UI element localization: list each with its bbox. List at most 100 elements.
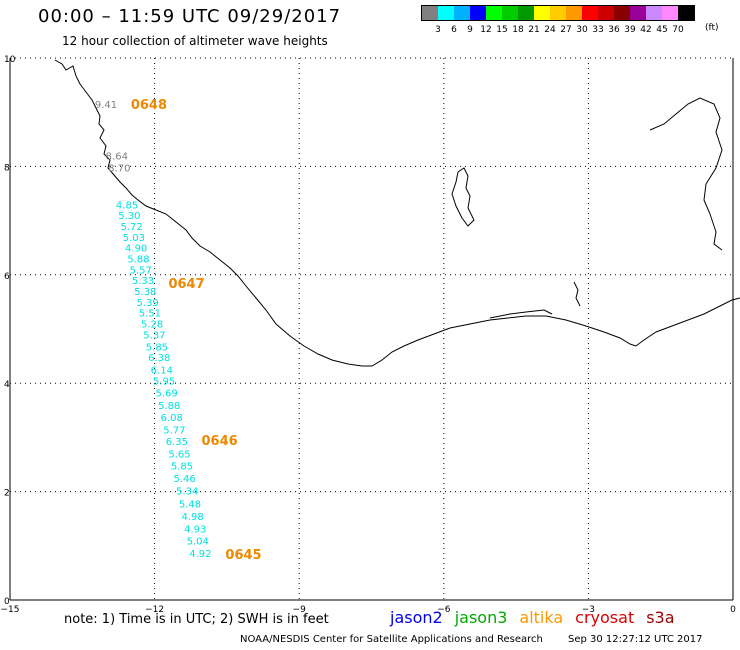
wave-height-value: 4.93: [184, 524, 206, 535]
map-subtitle: 12 hour collection of altimeter wave hei…: [62, 34, 328, 48]
wave-height-value: 9.41: [95, 100, 117, 111]
legend-labels: 3 6 9 12 15 18 21 24 27 30 33 36 39 42 45 70: [421, 25, 695, 35]
inland-river: [573, 281, 581, 307]
mission-name: altika: [519, 608, 564, 627]
wave-height-value: 5.88: [158, 401, 180, 412]
wave-height-value: 5.30: [118, 211, 140, 222]
credit-line: NOAA/NESDIS Center for Satellite Applica…: [240, 634, 543, 645]
legend-label: 45: [656, 25, 668, 35]
wave-height-value: 5.95: [153, 376, 175, 387]
generated-timestamp: Sep 30 12:27:12 UTC 2017: [568, 634, 703, 645]
wave-height-value: 5.33: [132, 276, 154, 287]
mission-name: s3a: [646, 608, 675, 627]
coastline-west-africa: [54, 59, 740, 367]
wave-height-value: 4.85: [116, 200, 138, 211]
legend-label: 3: [435, 25, 441, 35]
wave-height-value: 6.35: [166, 437, 188, 448]
legend-label: 70: [672, 25, 684, 35]
wave-height-value: 5.85: [146, 342, 168, 353]
pass-time-label: 0648: [131, 98, 167, 113]
lon-tick-label: −3: [582, 605, 595, 615]
legend-label: 33: [592, 25, 604, 35]
pass-time-label: 0647: [168, 277, 204, 292]
legend-swatch: [598, 6, 614, 20]
east-coast-fragment: [649, 97, 723, 251]
wave-height-value: 5.37: [143, 330, 165, 341]
wave-height-legend: 3 6 9 12 15 18 21 24 27 30 33 36 39 42 45 70 (ft): [421, 5, 719, 35]
wave-height-value: 6.38: [148, 353, 170, 364]
coastline: [54, 59, 740, 367]
wave-height-value: 8.70: [108, 163, 130, 174]
wave-height-value: 5.34: [176, 487, 198, 498]
wave-height-value: 4.98: [181, 512, 203, 523]
map-title: 00:00 – 11:59 UTC 09/29/2017: [38, 6, 342, 27]
mission-legend: jason2 jason3 altika cryosat s3a: [390, 608, 687, 627]
legend-unit: (ft): [705, 23, 719, 33]
legend-label: 27: [560, 25, 572, 35]
lat-tick-label: 2: [4, 489, 10, 499]
legend-label: 42: [640, 25, 652, 35]
lat-tick-label: 4: [4, 380, 10, 390]
wave-height-value: 5.77: [163, 425, 185, 436]
legend-swatch: [582, 6, 598, 20]
mission-name: cryosat: [575, 608, 635, 627]
pass-time-label: 0646: [202, 434, 238, 449]
lon-tick-label: −6: [437, 605, 451, 615]
mission-name: jason2: [390, 608, 443, 627]
legend-label: 30: [576, 25, 588, 35]
legend-swatch: [454, 6, 470, 20]
lon-tick-label: −9: [293, 605, 307, 615]
legend-label: 6: [451, 25, 457, 35]
legend-swatch: [534, 6, 550, 20]
lat-tick-label: 10: [4, 55, 16, 65]
legend-label: 18: [512, 25, 524, 35]
legend-label: 15: [496, 25, 508, 35]
lon-tick-label: −15: [1, 605, 20, 615]
wave-height-value: 5.85: [171, 462, 193, 473]
legend-swatch: [518, 6, 534, 20]
footnote: note: 1) Time is in UTC; 2) SWH is in fe…: [64, 612, 329, 627]
legend-swatch: [550, 6, 566, 20]
pass-time-label: 0645: [225, 548, 261, 563]
legend-label: 12: [480, 25, 492, 35]
lat-tick-label: 8: [4, 163, 10, 173]
legend-swatch: [630, 6, 646, 20]
legend-label: 9: [467, 25, 473, 35]
legend-swatch: [422, 6, 438, 20]
graticule: −15 −12 −9 −6 −3 0 0 2 4 6 8 10: [1, 55, 737, 615]
wave-height-value: 6.14: [151, 366, 173, 377]
legend-swatch: [486, 6, 502, 20]
legend-swatch: [614, 6, 630, 20]
wave-height-value: 5.46: [173, 474, 195, 485]
legend-swatch: [502, 6, 518, 20]
legend-label: 36: [608, 25, 620, 35]
wave-height-value: 5.88: [127, 255, 149, 266]
wave-height-value: 5.57: [130, 265, 152, 276]
wave-height-value: 5.28: [141, 320, 163, 331]
wave-height-value: 5.65: [168, 450, 190, 461]
lat-tick-label: 0: [4, 597, 10, 607]
mission-name: jason3: [454, 608, 508, 627]
legend-swatch: [678, 6, 694, 20]
pass-time-labels: 0648 0647 0646 0645: [131, 98, 262, 563]
wave-height-value: 5.72: [120, 222, 142, 233]
legend-label: 39: [624, 25, 636, 35]
legend-swatch: [566, 6, 582, 20]
wave-height-value: 6.08: [161, 413, 183, 424]
lon-tick-label: 0: [730, 605, 736, 615]
lon-tick-label: −12: [145, 605, 164, 615]
wave-height-value: 4.90: [125, 244, 147, 255]
legend-swatch: [438, 6, 454, 20]
legend-swatches: [421, 5, 695, 21]
wave-height-value: 5.39: [136, 298, 158, 309]
wave-height-value: 5.48: [179, 500, 201, 511]
legend-label: 24: [544, 25, 556, 35]
wave-height-value: 5.04: [187, 536, 209, 547]
wave-height-value: 5.03: [123, 233, 145, 244]
wave-height-value: 8.64: [106, 152, 128, 163]
legend-label: 21: [528, 25, 540, 35]
wave-height-value: 5.69: [155, 388, 177, 399]
wave-height-value: 5.51: [139, 309, 161, 320]
legend-swatch: [646, 6, 662, 20]
